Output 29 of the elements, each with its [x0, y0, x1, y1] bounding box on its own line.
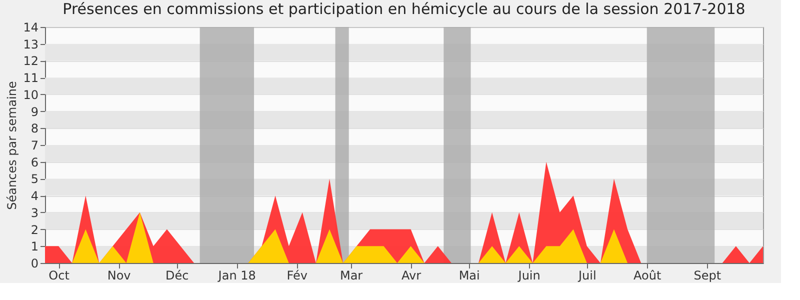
y-axis-title: Séances par semaine [5, 81, 20, 210]
y-tick-label: 6 [30, 155, 38, 170]
y-tick-label: 9 [30, 104, 38, 119]
y-tick-label: 1 [30, 240, 38, 254]
x-tick-label: Sept [694, 268, 722, 282]
y-tick-label: 4 [30, 189, 38, 204]
y-tick-label: 10 [23, 88, 38, 102]
y-tick-label: 13 [23, 37, 38, 52]
chart-title: Présences en commissions et participation en hémicycle au cours de la session 2017-2018 [62, 0, 746, 18]
x-tick-label: Fév [286, 268, 308, 282]
y-tick-label: 12 [23, 54, 38, 68]
x-tick-label: Jan 18 [217, 268, 256, 282]
x-tick-label: Juil [577, 268, 596, 282]
x-tick-label: Déc [165, 268, 189, 282]
x-tick-label: Mai [458, 268, 480, 282]
x-tick-label: Nov [107, 268, 131, 282]
y-tick-label: 7 [30, 138, 38, 152]
x-tick-label: Oct [48, 268, 70, 282]
x-tick-label: Avr [402, 268, 422, 282]
x-tick-label: Juin [517, 268, 540, 282]
y-tick-label: 14 [23, 20, 38, 34]
y-tick-label: 2 [30, 222, 38, 237]
y-tick-label: 5 [30, 172, 38, 186]
x-tick-label: Août [634, 268, 662, 282]
y-tick-label: 3 [30, 206, 38, 220]
y-tick-label: 11 [23, 71, 38, 86]
y-tick-label: 0 [30, 256, 38, 270]
x-tick-label: Mar [340, 268, 363, 282]
y-tick-label: 8 [30, 122, 38, 136]
